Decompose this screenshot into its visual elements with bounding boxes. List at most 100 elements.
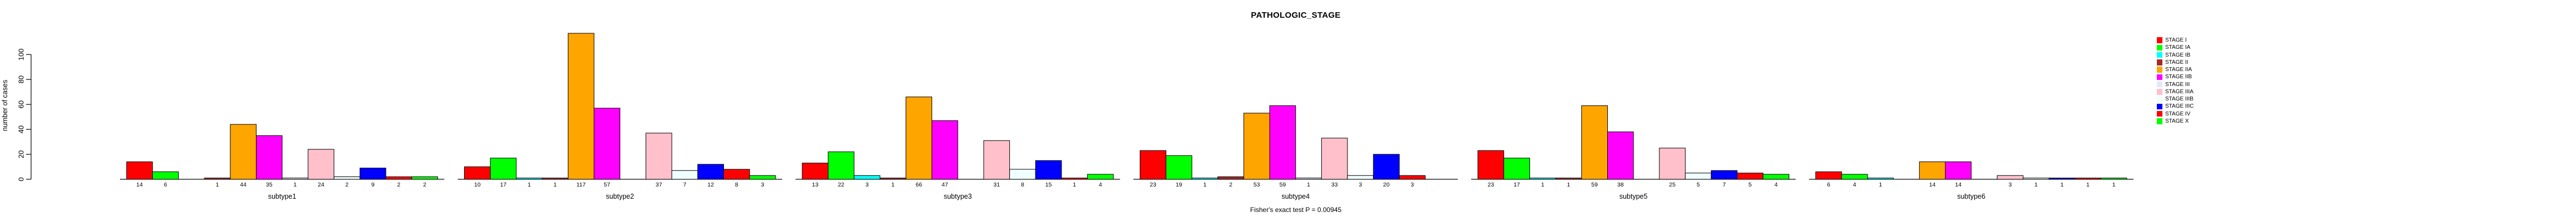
- bar: [230, 124, 256, 180]
- legend-entry: STAGE X: [2157, 118, 2194, 125]
- legend-swatch: [2157, 89, 2162, 95]
- legend-swatch: [2157, 37, 2162, 43]
- legend-label: STAGE IIIC: [2165, 103, 2194, 110]
- bar-count-label: 1: [2060, 181, 2064, 188]
- bar-count-label: 2: [397, 181, 400, 188]
- bar: [723, 169, 750, 180]
- bar-count-label: 1: [1879, 181, 1882, 188]
- bar-count-label: 17: [500, 181, 507, 188]
- chart-title: PATHOLOGIC_STAGE: [1251, 11, 1341, 20]
- legend-label: STAGE IIIA: [2165, 88, 2193, 95]
- bar: [1710, 170, 1738, 180]
- bar: [1061, 178, 1088, 180]
- legend-entry: STAGE II: [2157, 59, 2194, 66]
- bar: [152, 171, 179, 180]
- bar: [126, 162, 153, 180]
- bar: [1140, 150, 1166, 180]
- bar-count-label: 7: [683, 181, 687, 188]
- bar-count-label: 17: [1513, 181, 1520, 188]
- bar: [645, 133, 672, 180]
- bar: [1269, 105, 1296, 180]
- bar: [1217, 176, 1244, 180]
- legend-entry: STAGE IV: [2157, 110, 2194, 118]
- bar-count-label: 31: [993, 181, 1000, 188]
- y-tick-label: 40: [17, 125, 26, 133]
- bar-count-label: 3: [1411, 181, 1414, 188]
- bar: [932, 120, 958, 180]
- bar: [1347, 175, 1374, 180]
- bar: [1035, 160, 1062, 180]
- bar: [1399, 175, 1426, 180]
- bar-count-label: 35: [266, 181, 273, 188]
- bar: [1529, 178, 1556, 180]
- bar-count-label: 22: [838, 181, 844, 188]
- bar: [1996, 175, 2024, 180]
- bar-count-label: 1: [527, 181, 531, 188]
- bar: [256, 135, 283, 180]
- bar: [983, 140, 1010, 180]
- bar: [1477, 150, 1505, 180]
- bar-count-label: 6: [164, 181, 167, 188]
- bar-count-label: 4: [1774, 181, 1778, 188]
- legend-entry: STAGE IIA: [2157, 66, 2194, 73]
- bar-count-label: 1: [1203, 181, 1206, 188]
- bar: [671, 170, 698, 180]
- bar: [1191, 178, 1219, 180]
- bar: [1685, 173, 1712, 180]
- bar: [516, 178, 543, 180]
- bar-count-label: 1: [294, 181, 297, 188]
- subtype-label: subtype6: [1957, 193, 1985, 200]
- bar: [490, 158, 517, 180]
- bar-count-label: 8: [1021, 181, 1024, 188]
- bar: [411, 176, 438, 180]
- legend-label: STAGE II: [2165, 59, 2188, 65]
- fisher-test-annotation: Fisher's exact test P = 0.00945: [1250, 206, 1342, 214]
- y-tick-label: 80: [17, 75, 26, 83]
- subtype-label: subtype3: [944, 193, 972, 200]
- bar-count-label: 14: [1929, 181, 1936, 188]
- bar: [1165, 155, 1193, 180]
- bar-count-label: 1: [2086, 181, 2090, 188]
- legend-label: STAGE X: [2165, 118, 2189, 124]
- bar-count-label: 3: [866, 181, 869, 188]
- legend-entry: STAGE IIB: [2157, 73, 2194, 80]
- bar-count-label: 1: [892, 181, 895, 188]
- bar-count-label: 25: [1669, 181, 1676, 188]
- legend-entry: STAGE IIIA: [2157, 88, 2194, 95]
- legend-swatch: [2157, 110, 2162, 117]
- bar-count-label: 4: [1099, 181, 1102, 188]
- legend-swatch: [2157, 103, 2162, 110]
- bar: [2049, 178, 2076, 180]
- legend-swatch: [2157, 67, 2162, 73]
- bar: [1373, 154, 1400, 180]
- bar-count-label: 1: [2112, 181, 2116, 188]
- bar: [749, 175, 776, 180]
- bar: [1243, 113, 1270, 180]
- bar: [204, 178, 231, 180]
- bar-count-label: 59: [1280, 181, 1286, 188]
- legend-label: STAGE IIB: [2165, 74, 2192, 80]
- bar: [2075, 178, 2101, 180]
- bar-count-label: 23: [1150, 181, 1156, 188]
- bar: [593, 108, 621, 180]
- bar: [359, 168, 386, 180]
- bar: [1763, 174, 1789, 180]
- bar-count-label: 1: [1567, 181, 1571, 188]
- y-tick-label: 100: [17, 48, 26, 60]
- bar-count-label: 37: [656, 181, 662, 188]
- legend-swatch: [2157, 59, 2162, 65]
- legend-label: STAGE IV: [2165, 110, 2191, 117]
- bar-count-label: 66: [915, 181, 922, 188]
- bar-count-label: 1: [1541, 181, 1544, 188]
- bar: [334, 176, 360, 180]
- y-tick-label: 60: [17, 100, 26, 108]
- bar: [2100, 178, 2127, 180]
- bar-count-label: 44: [240, 181, 246, 188]
- bar: [1009, 169, 1036, 180]
- bar-count-label: 1: [1307, 181, 1310, 188]
- bar-count-label: 53: [1254, 181, 1260, 188]
- legend-entry: STAGE IA: [2157, 44, 2194, 51]
- bar-count-label: 117: [576, 181, 586, 188]
- subtype-label: subtype2: [606, 193, 634, 200]
- bar: [828, 152, 854, 180]
